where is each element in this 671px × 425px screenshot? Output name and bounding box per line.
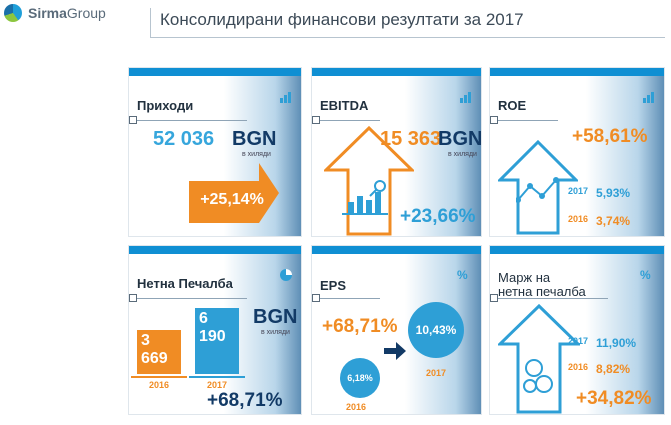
label-marker bbox=[490, 294, 498, 302]
logo: SirmaGroup bbox=[4, 4, 106, 22]
line-chart-icon bbox=[516, 177, 559, 203]
ebitda-value: 15 363 bbox=[380, 128, 442, 150]
roe-2017-row: 2017 5,93% bbox=[568, 186, 630, 200]
tile-net-profit: Нетна Печалба 3 669 6 190 BGN в хиляди 2… bbox=[128, 245, 302, 415]
tile-band bbox=[490, 68, 664, 76]
net-profit-2016-bar: 3 669 bbox=[137, 330, 181, 374]
logo-icon bbox=[4, 4, 22, 22]
eps-2017-value: 10,43% bbox=[415, 323, 457, 337]
tile-band bbox=[312, 246, 481, 254]
tile-label: ROE bbox=[498, 98, 527, 113]
label-divider bbox=[320, 298, 380, 299]
label-divider bbox=[137, 298, 247, 299]
label-marker bbox=[129, 116, 137, 124]
roe-2016-value: 3,74% bbox=[596, 214, 631, 228]
eps-2017-bubble: 10,43% bbox=[408, 302, 464, 358]
euro-coins-icon bbox=[523, 359, 553, 393]
tile-roe: ROE +58,61% 2017 5,93% 2016 3,74% bbox=[489, 67, 665, 237]
margin-2016-row: 2016 8,82% bbox=[568, 362, 630, 376]
up-arrow-outline bbox=[498, 140, 578, 235]
margin-2016-year: 2016 bbox=[568, 362, 589, 372]
revenue-unit-note: в хиляди bbox=[242, 151, 271, 158]
margin-2016-value: 8,82% bbox=[596, 362, 631, 376]
year-label: 2016 bbox=[149, 380, 170, 390]
baseline-2017 bbox=[189, 376, 245, 378]
net-profit-2017-year: 2017 bbox=[207, 380, 227, 390]
percent-icon: % bbox=[640, 268, 651, 282]
revenue-value: 52 036 bbox=[153, 128, 215, 150]
label-divider bbox=[320, 120, 380, 121]
eps-2016-year: 2016 bbox=[346, 402, 366, 412]
title-divider bbox=[150, 8, 665, 38]
eps-2016-value: 6,18% bbox=[347, 373, 373, 383]
tile-label: EPS bbox=[320, 278, 347, 293]
magnifier-chart-icon bbox=[342, 180, 388, 215]
eps-2017-year: 2017 bbox=[426, 368, 446, 378]
tile-label: Нетна Печалба bbox=[137, 276, 233, 291]
up-arrow-outline bbox=[324, 126, 414, 236]
revenue-growth: +25,14% bbox=[200, 191, 264, 208]
ebitda-unit: BGN bbox=[438, 128, 482, 150]
label-marker bbox=[312, 294, 320, 302]
tile-band bbox=[312, 68, 481, 76]
percent-icon: % bbox=[457, 268, 468, 282]
year-label: 2017 bbox=[426, 368, 447, 378]
roe-2016-row: 2016 3,74% bbox=[568, 214, 630, 228]
eps-2016-bubble: 6,18% bbox=[340, 358, 380, 398]
label-marker bbox=[129, 294, 137, 302]
bar-chart-icon bbox=[279, 90, 293, 104]
tile-band bbox=[490, 246, 664, 254]
net-profit-2016-year: 2016 bbox=[149, 380, 169, 390]
label-divider bbox=[137, 120, 247, 121]
label-marker bbox=[312, 116, 320, 124]
logo-suffix: Group bbox=[66, 5, 106, 21]
roe-growth: +58,61% bbox=[572, 126, 648, 147]
roe-2016-year: 2016 bbox=[568, 214, 589, 224]
tile-net-margin: % Марж на нетна печалба 2017 11,90% 2016 8… bbox=[489, 245, 665, 415]
bar-chart-icon bbox=[642, 90, 656, 104]
logo-text: SirmaGroup bbox=[28, 5, 106, 21]
tile-label: EBITDA bbox=[320, 98, 369, 113]
logo-brand: Sirma bbox=[28, 5, 67, 21]
ebitda-unit-note: в хиляди bbox=[448, 151, 477, 158]
margin-growth: +34,82% bbox=[576, 388, 652, 409]
net-profit-growth: +68,71% bbox=[207, 390, 283, 411]
margin-2017-year: 2017 bbox=[568, 336, 589, 346]
net-profit-2017-bar: 6 190 bbox=[195, 308, 239, 374]
eps-growth: +68,71% bbox=[322, 316, 398, 337]
net-profit-unit-note: в хиляди bbox=[261, 329, 290, 336]
label-divider bbox=[498, 298, 608, 299]
margin-2017-row: 2017 11,90% bbox=[568, 336, 636, 350]
roe-2017-year: 2017 bbox=[568, 186, 589, 196]
roe-2017-value: 5,93% bbox=[596, 186, 631, 200]
tile-revenue: Приходи 52 036 BGN в хиляди +25,14% bbox=[128, 67, 302, 237]
margin-2017-value: 11,90% bbox=[596, 336, 637, 350]
up-arrow-outline bbox=[498, 304, 580, 414]
pie-chart-icon bbox=[279, 268, 293, 282]
arrow-right-icon bbox=[384, 342, 406, 360]
tile-label-line1: Марж на bbox=[498, 270, 551, 285]
baseline-2016 bbox=[131, 376, 187, 378]
bar-chart-icon bbox=[459, 90, 473, 104]
year-label: 2017 bbox=[207, 380, 228, 390]
tile-ebitda: EBITDA 15 363 BGN в хиляди +23,66% bbox=[311, 67, 482, 237]
tile-label-line2: нетна печалба bbox=[498, 284, 586, 299]
label-marker bbox=[490, 116, 498, 124]
tile-eps: % EPS +68,71% 10,43% 6,18% 2016 2017 bbox=[311, 245, 482, 415]
ebitda-growth: +23,66% bbox=[400, 206, 476, 227]
label-divider bbox=[498, 120, 558, 121]
growth-arrow-shape bbox=[189, 163, 279, 223]
tile-band bbox=[129, 246, 301, 254]
year-label: 2016 bbox=[346, 402, 367, 412]
page-title: Консолидирани финансови резултати за 201… bbox=[160, 10, 524, 29]
revenue-unit: BGN bbox=[232, 128, 277, 150]
net-profit-unit: BGN bbox=[253, 306, 298, 328]
tile-band bbox=[129, 68, 301, 76]
tile-label: Приходи bbox=[137, 98, 194, 113]
